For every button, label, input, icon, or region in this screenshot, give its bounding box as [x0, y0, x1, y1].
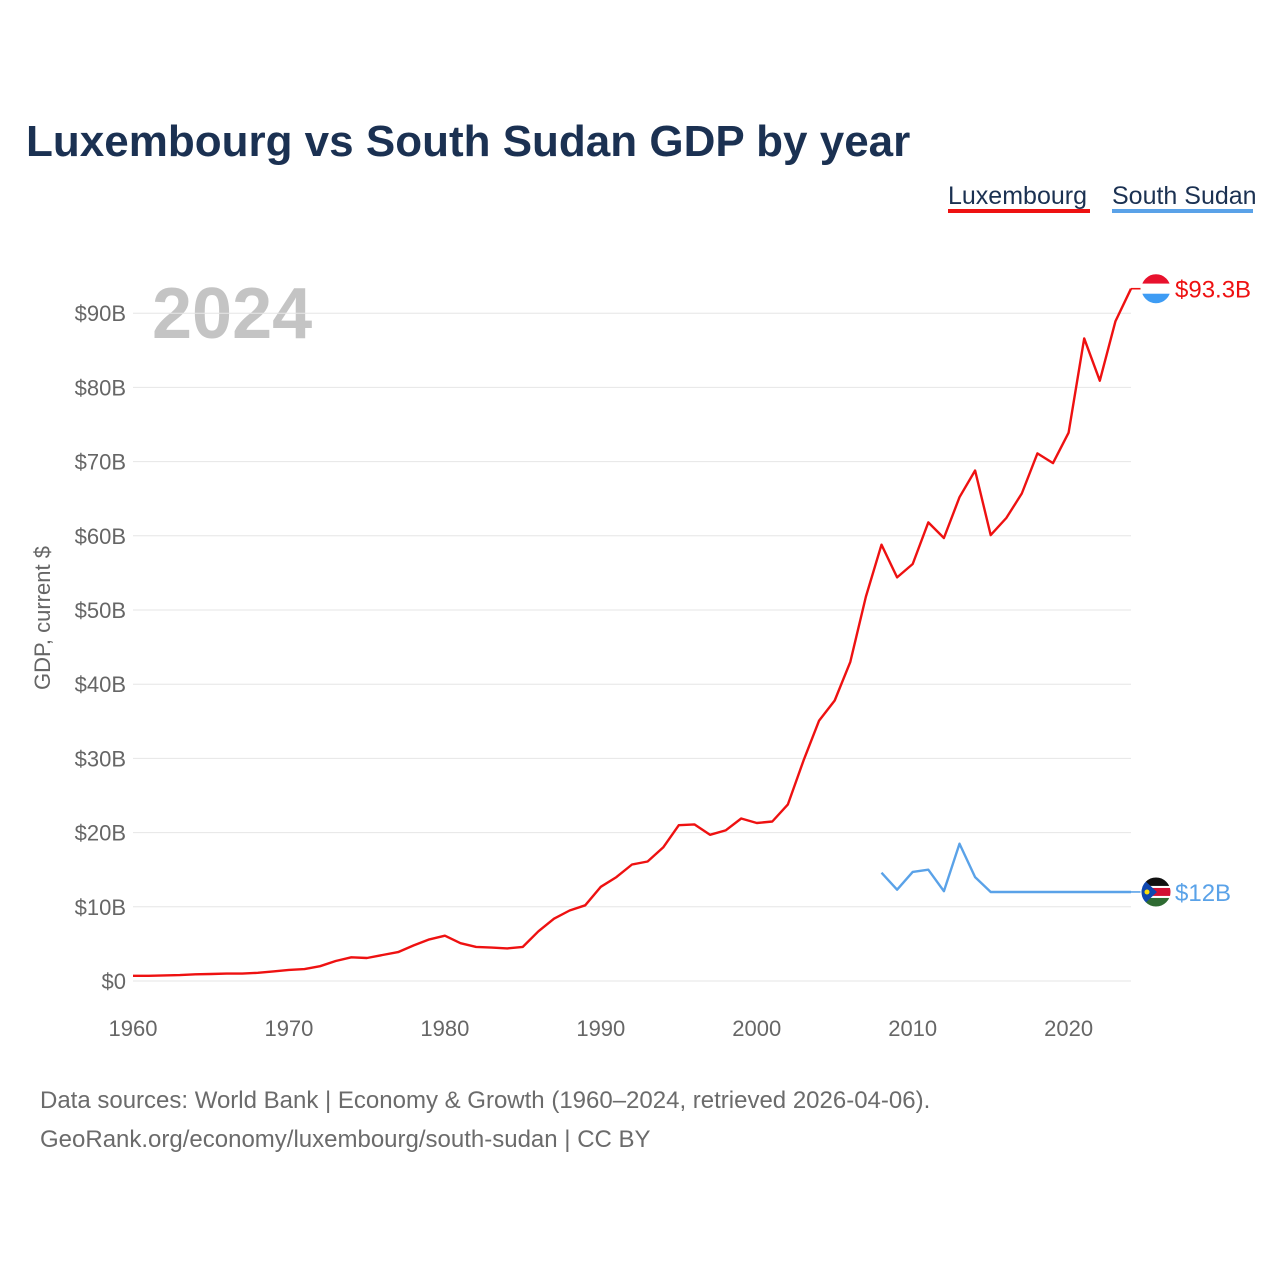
series-lines [133, 288, 1133, 977]
source-line-1: Data sources: World Bank | Economy & Gro… [40, 1087, 930, 1114]
series-end-markers: $93.3B $12B [1131, 273, 1251, 908]
legend-swatch-luxembourg [948, 209, 1090, 213]
y-tick-label: $0 [102, 969, 126, 994]
series-line-south-sudan [880, 842, 1131, 894]
y-axis-label: GDP, current $ [30, 546, 55, 690]
y-tick-label: $10B [75, 895, 126, 920]
x-tick-label: 1990 [576, 1016, 625, 1041]
y-tick-label: $70B [75, 450, 126, 475]
series-line-luxembourg [133, 288, 1133, 977]
y-tick-label: $50B [75, 598, 126, 623]
legend-item-luxembourg[interactable]: Luxembourg [948, 182, 1087, 210]
gridlines [133, 312, 1131, 982]
y-tick-label: $20B [75, 821, 126, 846]
end-value-label-south-sudan: $12B [1175, 880, 1231, 907]
luxembourg-flag-icon [1140, 273, 1172, 305]
x-tick-label: 1980 [420, 1016, 469, 1041]
y-tick-label: $80B [75, 375, 126, 400]
y-tick-label: $30B [75, 746, 126, 771]
x-tick-label: 2000 [732, 1016, 781, 1041]
x-tick-label: 1960 [109, 1016, 158, 1041]
y-tick-label: $60B [75, 524, 126, 549]
year-watermark: 2024 [152, 274, 312, 354]
y-tick-label: $40B [75, 672, 126, 697]
legend-swatch-south-sudan [1112, 209, 1253, 213]
x-axis-ticks: 1960 1970 1980 1990 2000 2010 2020 [109, 1016, 1094, 1041]
end-value-label-luxembourg: $93.3B [1175, 277, 1251, 304]
y-tick-label: $90B [75, 301, 126, 326]
south-sudan-flag-icon [1140, 876, 1172, 908]
x-tick-label: 1970 [264, 1016, 313, 1041]
y-axis-ticks: $0 $10B $20B $30B $40B $50B $60B $70B $80B $90B [75, 301, 126, 994]
chart-title: Luxembourg vs South Sudan GDP by year [26, 117, 910, 166]
source-line-2: GeoRank.org/economy/luxembourg/south-sud… [40, 1126, 651, 1153]
x-tick-label: 2020 [1044, 1016, 1093, 1041]
legend-item-south-sudan[interactable]: South Sudan [1112, 182, 1257, 210]
legend: Luxembourg South Sudan [948, 182, 1257, 213]
x-tick-label: 2010 [888, 1016, 937, 1041]
